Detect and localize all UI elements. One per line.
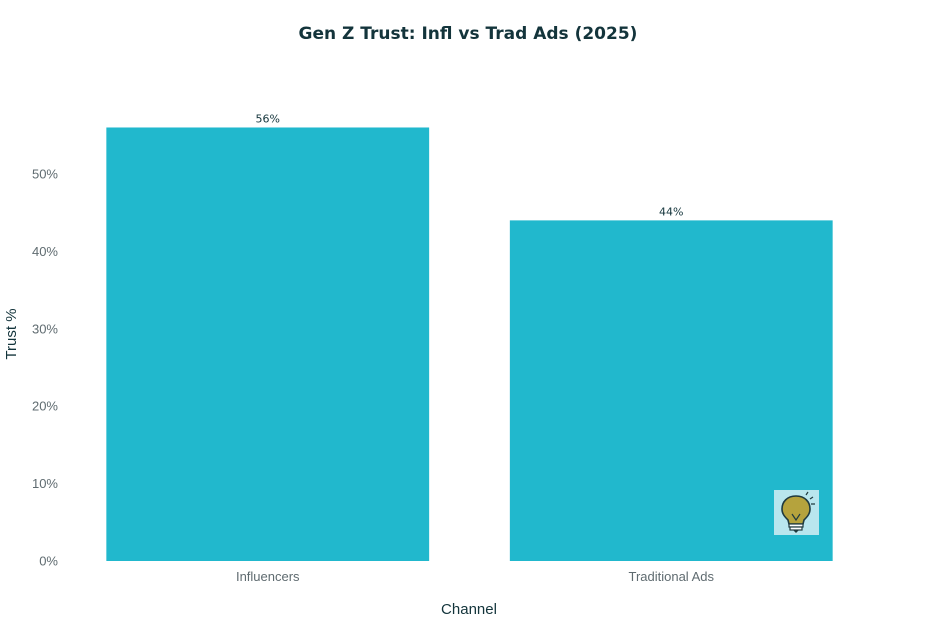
- data-label: 44%: [659, 205, 683, 218]
- x-axis: Influencers Traditional Ads: [236, 569, 715, 584]
- data-label: 56%: [256, 112, 280, 125]
- x-tick-label: Traditional Ads: [628, 569, 714, 584]
- y-axis: 0% 10% 20% 30% 40% 50%: [32, 166, 58, 568]
- y-axis-title: Trust %: [3, 308, 20, 359]
- y-tick-label: 0%: [39, 554, 58, 569]
- x-axis-title: Channel: [441, 601, 497, 618]
- bars: 56% 44%: [106, 112, 833, 561]
- chart-title: Gen Z Trust: Infl vs Trad Ads (2025): [299, 24, 638, 44]
- lightbulb-icon: [774, 490, 819, 535]
- y-tick-label: 50%: [32, 166, 58, 181]
- bar-influencers: [106, 127, 430, 561]
- y-tick-label: 40%: [32, 244, 58, 259]
- y-tick-label: 10%: [32, 476, 58, 491]
- x-tick-label: Influencers: [236, 569, 300, 584]
- y-tick-label: 20%: [32, 399, 58, 414]
- y-tick-label: 30%: [32, 321, 58, 336]
